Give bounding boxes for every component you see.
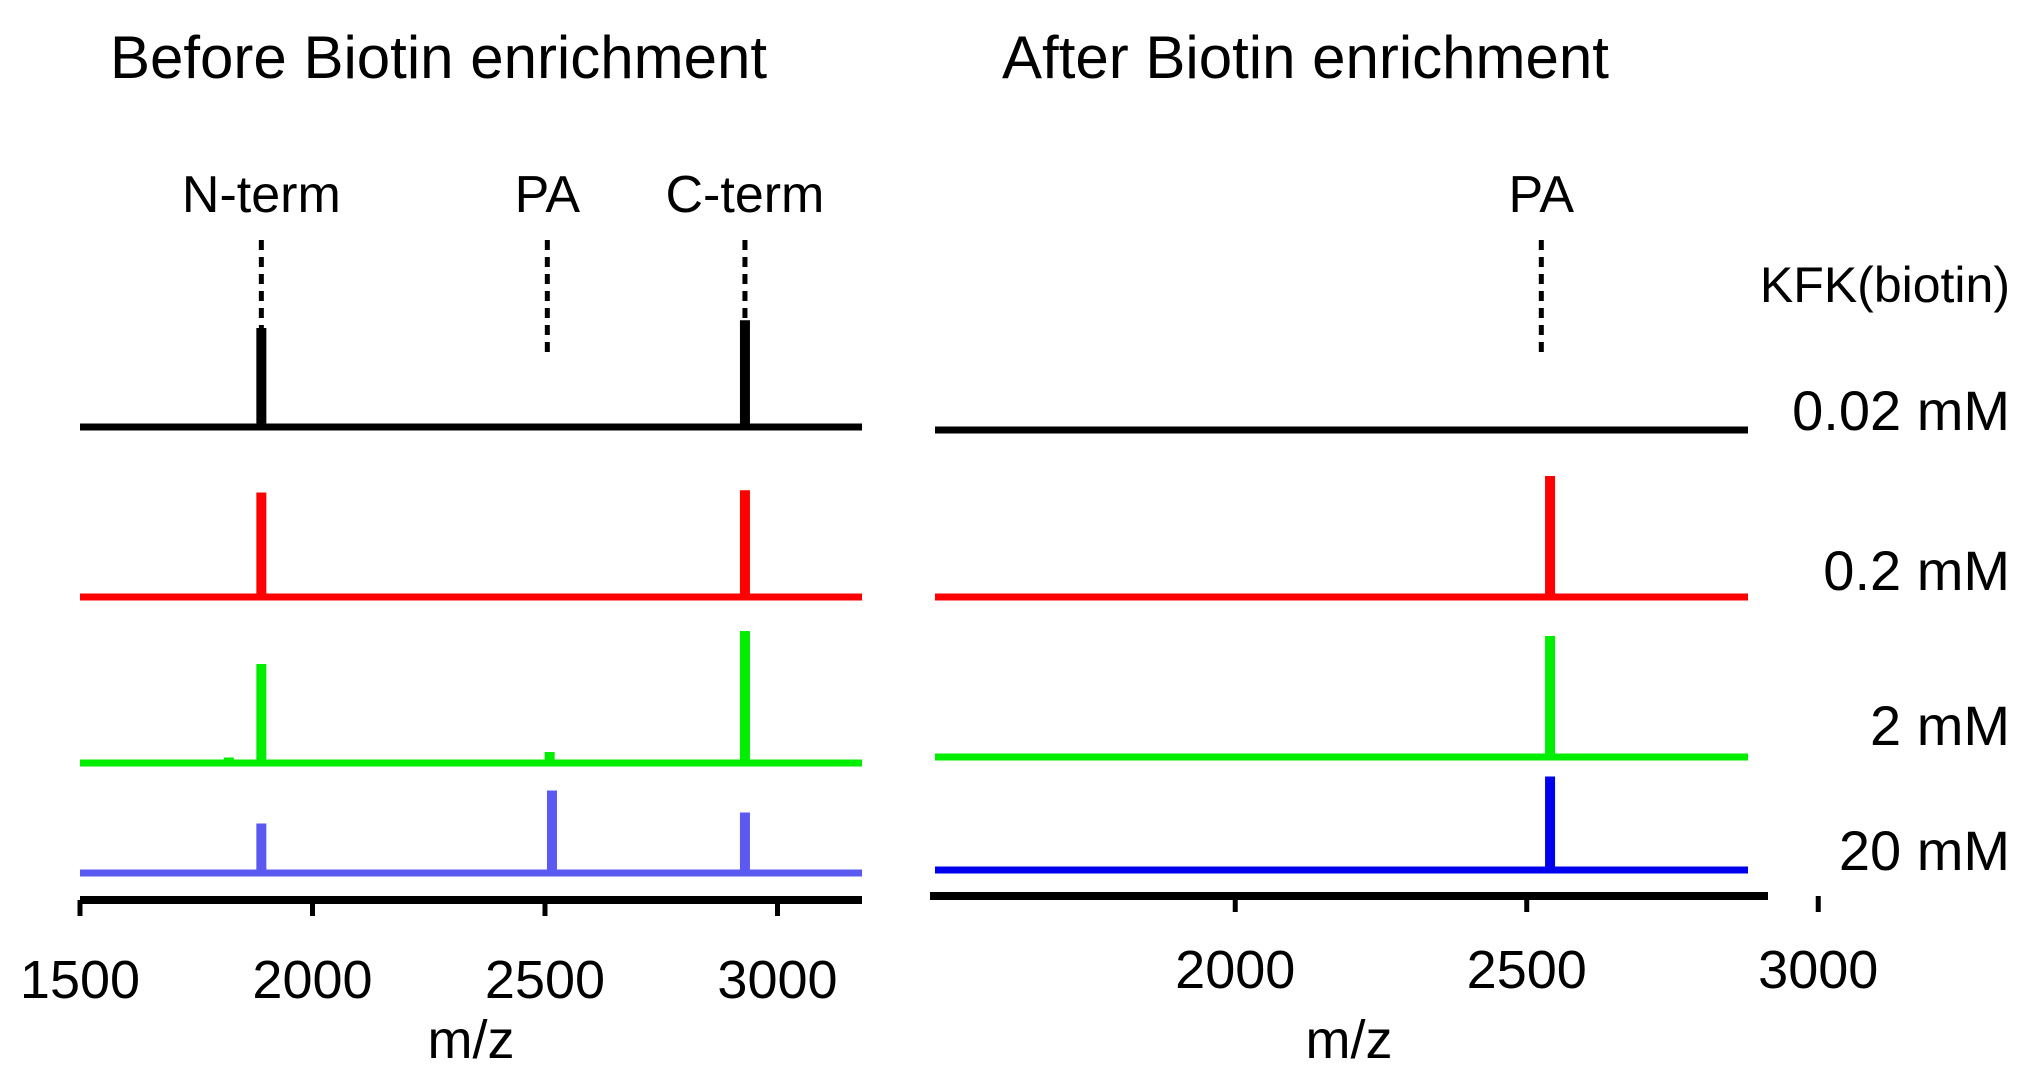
x-axis-label: m/z [1306, 1010, 1393, 1070]
left-panel: N-term PA C-term 1500 2000 2500 3000 m/z [20, 166, 862, 1070]
spectrum-2-mm [80, 631, 862, 767]
concentration-label: 20 mM [1839, 819, 2010, 882]
left-panel-title: Before Biotin enrichment [110, 24, 767, 91]
concentration-labels: 0.02 mM 0.2 mM 2 mM 20 mM [1792, 379, 2010, 882]
concentration-label: 0.02 mM [1792, 379, 2010, 442]
x-tick-label: 2000 [252, 950, 372, 1010]
x-tick-label: 2000 [1175, 940, 1295, 1000]
x-tick-label: 2500 [485, 950, 605, 1010]
right-panel-title: After Biotin enrichment [1002, 24, 1609, 91]
spectrum-0-02-mm [80, 320, 862, 431]
x-axis-label: m/z [428, 1010, 515, 1070]
concentration-label: 0.2 mM [1823, 539, 2010, 602]
x-tick-label: 3000 [1758, 940, 1878, 1000]
x-tick-label: 1500 [20, 950, 140, 1010]
peak-annotation-n-term: N-term [182, 166, 341, 224]
x-tick-label: 3000 [717, 950, 837, 1010]
peak-annotation-c-term: C-term [666, 166, 825, 224]
right-panel: PA 2000 2500 3000 m/z [930, 166, 1878, 1070]
peak-annotation-pa: PA [515, 166, 581, 224]
spectrum-20-mm [935, 776, 1748, 874]
x-tick-label: 2500 [1467, 940, 1587, 1000]
spectrum-2-mm [935, 636, 1748, 761]
spectrum-0-2-mm [80, 490, 862, 601]
concentration-label: 2 mM [1870, 694, 2010, 757]
spectrum-0-2-mm [935, 476, 1748, 601]
spectrum-20-mm [80, 790, 862, 877]
peak-annotation-pa: PA [1509, 166, 1575, 224]
legend-title: KFK(biotin) [1760, 257, 2010, 313]
